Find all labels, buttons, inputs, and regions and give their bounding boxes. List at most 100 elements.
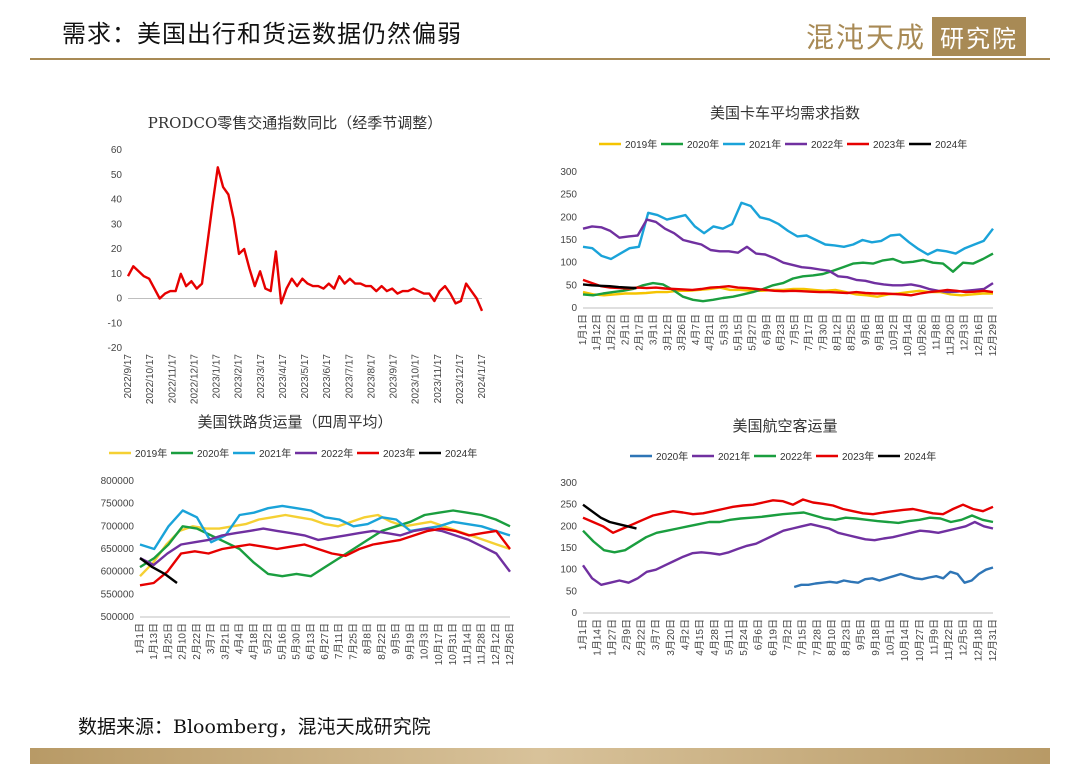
y-tick-label: 50 [566, 280, 578, 291]
x-tick-label: 1月27日 [606, 619, 618, 656]
series-line [582, 218, 994, 294]
x-tick-label: 5月11日 [723, 619, 735, 655]
x-tick-label: 2022/10/17 [145, 354, 156, 404]
x-tick-label: 8月10日 [826, 619, 838, 656]
x-tick-label: 1月25日 [162, 623, 174, 660]
x-tick-label: 8月22日 [376, 623, 388, 660]
x-tick-label: 12月26日 [504, 623, 516, 665]
x-tick-label: 3月20日 [665, 619, 677, 656]
y-tick-label: 50 [566, 586, 578, 597]
legend-label: 2024年 [445, 447, 477, 460]
legend-label: 2023年 [873, 138, 905, 151]
chart-panel-rail: 美国铁路货运量（四周平均） 2019年 2020年 2021年 2022年 2023年 20… [70, 405, 520, 675]
brand-box: 研究院 [932, 17, 1026, 56]
legend-label: 2023年 [383, 447, 415, 460]
x-tick-label: 1月12日 [591, 314, 603, 351]
x-tick-label: 4月15日 [694, 619, 706, 656]
x-tick-label: 2023/10/17 [411, 354, 422, 404]
series-line [582, 503, 637, 530]
x-tick-label: 2023/8/17 [366, 354, 377, 399]
x-tick-label: 11月14日 [461, 623, 473, 665]
x-tick-label: 6月23日 [775, 314, 787, 351]
x-tick-label: 1月1日 [134, 623, 146, 654]
y-tick-label: -10 [108, 318, 123, 329]
x-tick-label: 12月16日 [973, 314, 985, 356]
x-tick-label: 2024/1/17 [477, 354, 488, 399]
x-tick-label: 10月3日 [419, 623, 431, 660]
x-tick-label: 6月13日 [305, 623, 317, 660]
x-tick-label: 8月25日 [846, 314, 858, 351]
x-tick-label: 12月3日 [959, 314, 971, 351]
y-tick-label: 650000 [101, 544, 135, 555]
chart-title: PRODCO零售交通指数同比（经季节调整） [148, 114, 443, 132]
chart-panel-air: 美国航空客运量 2020年 2021年 2022年 2023年 2024年 0 50 100 15… [545, 405, 1025, 680]
x-tick-label: 10月31日 [447, 623, 459, 665]
x-tick-label: 11月22日 [943, 619, 955, 661]
y-tick-label: 60 [111, 145, 123, 156]
x-tick-label: 1月1日 [577, 314, 589, 345]
brand-text: 混沌天成 [805, 21, 926, 54]
x-tick-label: 1月1日 [577, 619, 589, 650]
series-line [139, 527, 511, 587]
chart-rail: 美国铁路货运量（四周平均） 2019年 2020年 2021年 2022年 2023年 20… [101, 413, 516, 665]
x-tick-label: 8月12日 [831, 314, 843, 351]
x-tick-label: 2月22日 [636, 619, 648, 656]
y-tick-label: 550000 [101, 589, 135, 600]
x-tick-label: 2月1日 [619, 314, 631, 345]
legend-item: 2020年 [171, 447, 229, 460]
legend-item: 2021年 [723, 138, 781, 151]
x-tick-label: 2023/12/17 [455, 354, 466, 404]
legend-label: 2021年 [749, 138, 781, 151]
legend-label: 2023年 [842, 450, 874, 463]
x-tick-label: 2月17日 [634, 314, 646, 351]
legend-item: 2019年 [109, 447, 167, 460]
y-tick-label: 10 [111, 269, 123, 280]
x-tick-label: 1月22日 [605, 314, 617, 351]
x-tick-label: 5月2日 [262, 623, 274, 654]
x-tick-label: 3月7日 [205, 623, 217, 654]
legend-label: 2019年 [625, 138, 657, 151]
legend-item: 2024年 [878, 450, 936, 463]
y-tick-label: 200 [560, 212, 577, 223]
footer-bar [30, 748, 1050, 764]
x-tick-label: 2023/4/17 [278, 354, 289, 399]
legend-item: 2019年 [599, 138, 657, 151]
legend-item: 2023年 [357, 447, 415, 460]
x-tick-label: 2023/6/17 [322, 354, 333, 399]
x-tick-label: 7月30日 [817, 314, 829, 351]
x-tick-label: 12月5日 [958, 619, 970, 656]
x-tick-label: 3月7日 [650, 619, 662, 650]
x-tick-label: 9月18日 [874, 314, 886, 351]
x-tick-label: 5月3日 [718, 314, 730, 345]
series-line [139, 557, 178, 584]
y-tick-label: 150 [560, 235, 577, 246]
legend-item: 2022年 [295, 447, 353, 460]
x-tick-label: 2023/3/17 [256, 354, 267, 399]
series-line [582, 520, 994, 587]
series-line [793, 566, 994, 589]
legend-item: 2022年 [785, 138, 843, 151]
series-line [139, 527, 511, 573]
series-line [582, 511, 994, 554]
legend-item: 2022年 [754, 450, 812, 463]
chart-air: 美国航空客运量 2020年 2021年 2022年 2023年 2024年 0 50 100 15… [560, 417, 999, 661]
x-tick-label: 12月29日 [987, 314, 999, 356]
x-tick-label: 10月26日 [916, 314, 928, 356]
y-tick-label: 250 [560, 190, 577, 201]
legend-label: 2022年 [811, 138, 843, 151]
chart-title: 美国铁路货运量（四周平均） [197, 413, 392, 431]
x-tick-label: 2月10日 [177, 623, 189, 660]
x-tick-label: 7月15日 [797, 619, 809, 656]
legend-label: 2019年 [135, 447, 167, 460]
chart-title: 美国航空客运量 [732, 417, 837, 435]
y-tick-label: 20 [111, 244, 123, 255]
series-line [582, 201, 994, 261]
x-tick-label: 6月6日 [753, 619, 765, 650]
chart-prodco: PRODCO零售交通指数同比（经季节调整） -20 -10 0 10 20 30 40 50 60… [108, 114, 488, 404]
y-tick-label: 50 [111, 170, 123, 181]
y-tick-label: 800000 [101, 476, 135, 487]
x-tick-label: 3月21日 [219, 623, 231, 660]
legend-item: 2021年 [233, 447, 291, 460]
x-tick-label: 6月19日 [767, 619, 779, 656]
x-tick-label: 5月16日 [276, 623, 288, 660]
